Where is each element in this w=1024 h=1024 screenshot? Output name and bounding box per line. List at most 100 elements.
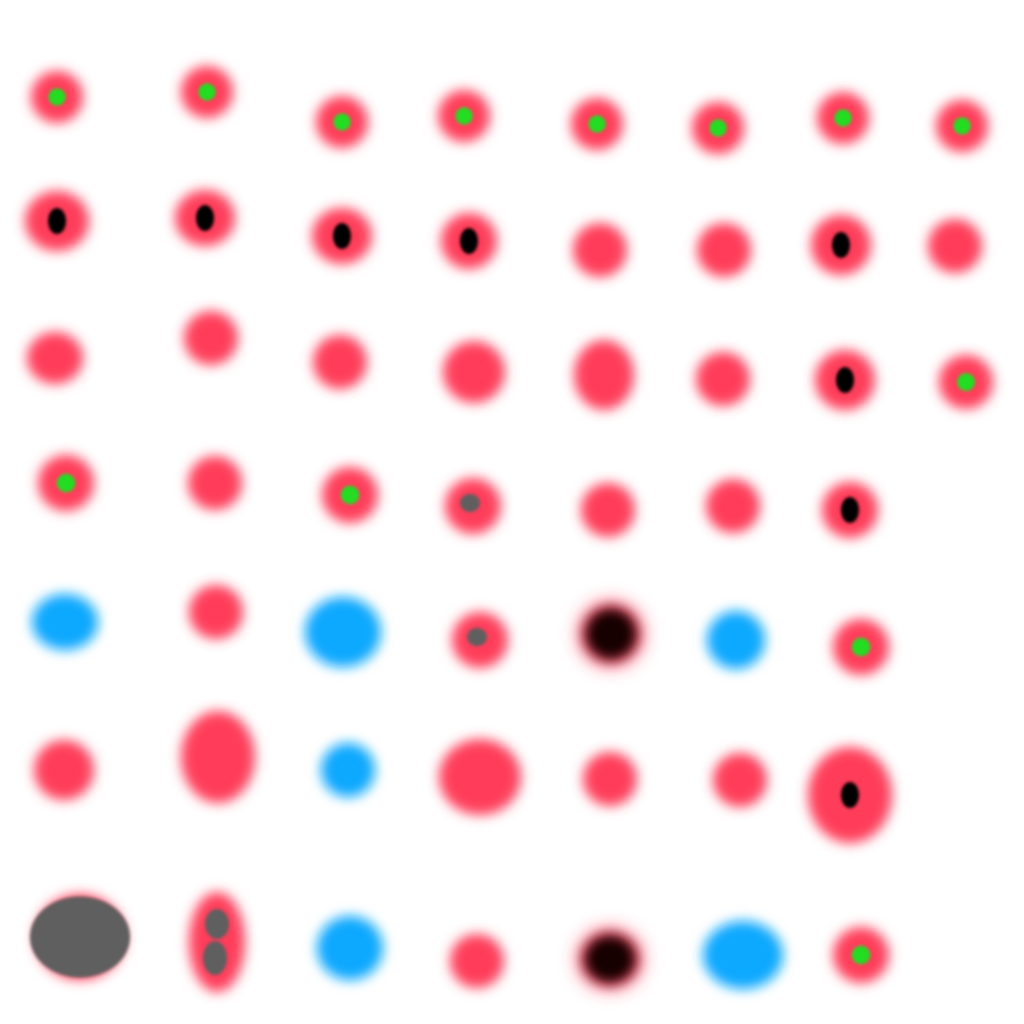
dark-center (584, 935, 636, 983)
dark-center (585, 608, 637, 660)
spot-body (573, 223, 627, 277)
spot-red (313, 335, 367, 389)
spot-body (439, 739, 521, 815)
spot-red (184, 311, 238, 365)
spot-red-green-dot (571, 98, 623, 150)
spot-body (581, 483, 635, 537)
spot-body (189, 585, 243, 639)
black-center (196, 205, 214, 231)
spot-body (450, 934, 504, 988)
spot-red (696, 352, 750, 406)
spot-red-green-dot (817, 92, 869, 144)
green-center (957, 373, 975, 391)
spot-red-green-dot (322, 467, 378, 523)
spot-blue (703, 921, 783, 989)
spot-body (305, 597, 381, 667)
spot-blue (32, 594, 98, 650)
green-center (851, 637, 871, 657)
gray-blob-body (30, 896, 130, 978)
gray-blob-top (205, 909, 229, 939)
black-center (841, 782, 859, 808)
spot-red-green-dot (316, 96, 368, 148)
spot-body (188, 456, 242, 510)
spot-red-gray-blobs (189, 892, 245, 992)
gray-center (460, 494, 480, 512)
green-center (588, 115, 606, 133)
green-center (48, 88, 66, 106)
spot-body (32, 594, 98, 650)
spot-red-green-dot (833, 927, 889, 983)
spot-body (697, 223, 751, 277)
spot-body (34, 740, 94, 800)
spot-red-black-dot (175, 190, 235, 246)
spot-red (581, 483, 635, 537)
spot-red-black-dot (312, 208, 372, 264)
spot-red (583, 752, 637, 806)
spot-gray-blob (30, 894, 130, 980)
spot-red-green-dot (833, 619, 889, 675)
spot-red-gray-dot (445, 478, 501, 534)
green-center (198, 83, 216, 101)
spot-blue (305, 597, 381, 667)
spot-red-black-dot (441, 213, 497, 269)
green-center (709, 119, 727, 137)
green-center (834, 109, 852, 127)
spot-red (27, 332, 83, 384)
spot-body (27, 332, 83, 384)
spot-red-green-dot (939, 355, 993, 409)
spot-red-gray-dot (452, 612, 508, 668)
spot-red (697, 223, 751, 277)
black-center (841, 497, 859, 523)
spot-grid (25, 66, 993, 992)
spot-red (188, 456, 242, 510)
gray-center (467, 628, 487, 646)
spot-body (696, 352, 750, 406)
spot-red (573, 223, 627, 277)
spot-body (181, 711, 255, 803)
spot-red (181, 711, 255, 803)
spot-blue (707, 611, 765, 669)
spot-blue (321, 743, 375, 797)
green-center (455, 107, 473, 125)
spot-body (313, 335, 367, 389)
spot-body (706, 479, 760, 533)
spot-red (34, 740, 94, 800)
green-center (953, 117, 971, 135)
spot-red (928, 219, 982, 273)
spot-red (574, 340, 634, 410)
spot-body (703, 921, 783, 989)
gray-blob-bottom (203, 941, 227, 975)
green-center (851, 945, 871, 965)
spot-red-black-dot (811, 215, 871, 275)
green-center (340, 485, 360, 505)
spot-red-black-dot (25, 191, 89, 251)
spot-red (439, 739, 521, 815)
spot-red (706, 479, 760, 533)
spot-red-green-dot (31, 71, 83, 123)
spot-body (184, 311, 238, 365)
spot-red (713, 753, 767, 807)
spot-red-black-dot (822, 482, 878, 538)
spot-red-green-dot (692, 102, 744, 154)
spot-red (450, 934, 504, 988)
spot-red-green-dot (38, 455, 94, 511)
spot-red-black-dot (815, 350, 875, 410)
spot-red (189, 585, 243, 639)
spot-body (583, 752, 637, 806)
spot-red-black-dot (808, 747, 892, 843)
spot-red-green-dot (181, 66, 233, 118)
black-center (460, 228, 478, 254)
spot-blue (317, 916, 383, 980)
spot-dark (578, 929, 642, 989)
spot-body (317, 916, 383, 980)
black-center (333, 223, 351, 249)
black-center (48, 208, 66, 234)
spot-red-green-dot (438, 90, 490, 142)
spot-body (707, 611, 765, 669)
spot-dark (579, 602, 643, 666)
black-center (832, 232, 850, 258)
spot-body (713, 753, 767, 807)
spot-red-green-dot (936, 100, 988, 152)
spot-body (443, 341, 505, 403)
spot-body (928, 219, 982, 273)
